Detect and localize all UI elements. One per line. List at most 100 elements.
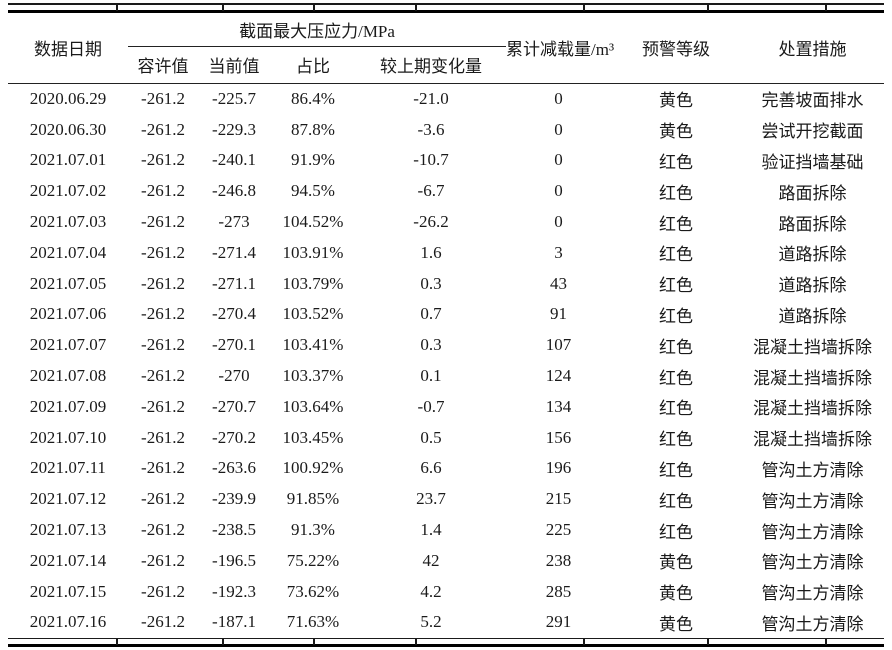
cell-date: 2021.07.02 [29, 181, 107, 201]
cell-ratio: 103.91% [282, 242, 344, 262]
cell-current: -271.4 [212, 242, 256, 262]
cell-measure: 道路拆除 [778, 306, 847, 326]
cell-change: 0.1 [420, 366, 442, 386]
header-allowable: 容许值 [128, 46, 198, 84]
cell-unload: 134 [545, 396, 572, 416]
table-row: 2021.07.15 -261.2 -192.3 73.62% 4.2 285 黄色 管沟土方… [8, 576, 884, 607]
cell-change: 0.3 [420, 273, 442, 293]
cell-date: 2021.07.11 [30, 458, 106, 478]
cell-allowable: -261.2 [141, 273, 185, 293]
cell-current: -270.7 [212, 396, 256, 416]
cell-current: -270.4 [212, 304, 256, 324]
cell-current: -273 [218, 212, 250, 232]
cell-allowable: -261.2 [141, 550, 185, 570]
cell-warning: 红色 [659, 152, 694, 172]
header-change: 较上期变化量 [356, 46, 507, 84]
cell-change: 1.4 [420, 520, 442, 540]
cell-measure: 管沟土方清除 [761, 553, 864, 573]
cell-measure: 路面拆除 [778, 214, 847, 234]
cell-allowable: -261.2 [141, 150, 185, 170]
cell-change: 42 [422, 550, 440, 570]
cell-warning: 红色 [659, 183, 694, 203]
table-row: 2021.07.06 -261.2 -270.4 103.52% 0.7 91 红色 道路拆除 [8, 299, 884, 330]
top-rule-thick [8, 9, 884, 13]
cell-current: -240.1 [212, 150, 256, 170]
cell-change: 0.7 [420, 304, 442, 324]
cell-measure: 路面拆除 [778, 183, 847, 203]
cell-current: -270.1 [212, 335, 256, 355]
cell-warning: 红色 [659, 337, 694, 357]
column-boundary-tick [415, 3, 417, 11]
cell-current: -229.3 [212, 119, 256, 139]
table-row: 2021.07.12 -261.2 -239.9 91.85% 23.7 215 红色 管沟土… [8, 484, 884, 515]
cell-date: 2021.07.04 [29, 242, 107, 262]
bottom-rule-thin [8, 637, 884, 640]
cell-measure: 管沟土方清除 [761, 522, 864, 542]
cell-current: -270 [218, 366, 250, 386]
cell-unload: 0 [554, 150, 563, 170]
cell-unload: 0 [554, 181, 563, 201]
monitoring-data-table: 数据日期 截面最大压应力/MPa 累计减载量/m³ 预警等级 处置措施 容许值 … [8, 12, 885, 638]
cell-ratio: 75.22% [286, 550, 340, 570]
cell-allowable: -261.2 [141, 366, 185, 386]
table-row: 2021.07.03 -261.2 -273 104.52% -26.2 0 红色 路面拆除 [8, 207, 884, 238]
table-row: 2021.07.09 -261.2 -270.7 103.64% -0.7 134 红色 混凝… [8, 391, 884, 422]
cell-ratio: 87.8% [291, 119, 335, 139]
column-boundary-tick [313, 638, 315, 646]
cell-date: 2020.06.30 [29, 119, 107, 139]
cell-measure: 管沟土方清除 [761, 614, 864, 634]
table-row: 2020.06.30 -261.2 -229.3 87.8% -3.6 0 黄色 尝试开挖截面 [8, 114, 884, 145]
cell-date: 2020.06.29 [29, 88, 107, 108]
cell-date: 2021.07.15 [29, 581, 107, 601]
table-row: 2021.07.14 -261.2 -196.5 75.22% 42 238 黄色 管沟土方清… [8, 545, 884, 576]
cell-ratio: 104.52% [282, 212, 344, 232]
cell-change: -21.0 [413, 88, 449, 108]
cell-ratio: 103.64% [282, 396, 344, 416]
cell-change: -3.6 [417, 119, 445, 139]
cell-date: 2021.07.14 [29, 550, 107, 570]
cell-allowable: -261.2 [141, 335, 185, 355]
table-row: 2021.07.05 -261.2 -271.1 103.79% 0.3 43 红色 道路拆除 [8, 268, 884, 299]
table-body: 2020.06.29 -261.2 -225.7 86.4% -21.0 0 黄色 完善坡面排… [8, 83, 884, 638]
header-warning: 预警等级 [611, 12, 742, 84]
column-boundary-tick [222, 3, 224, 11]
cell-allowable: -261.2 [141, 396, 185, 416]
cell-allowable: -261.2 [141, 489, 185, 509]
cell-ratio: 91.85% [286, 489, 340, 509]
bottom-rule-thick [8, 644, 884, 648]
header-ratio: 占比 [270, 46, 356, 84]
cell-measure: 完善坡面排水 [761, 91, 864, 111]
cell-change: 1.6 [420, 242, 442, 262]
cell-change: 0.3 [420, 335, 442, 355]
column-boundary-tick [116, 3, 118, 11]
cell-current: -246.8 [212, 181, 256, 201]
cell-change: 23.7 [416, 489, 446, 509]
cell-current: -270.2 [212, 427, 256, 447]
cell-allowable: -261.2 [141, 119, 185, 139]
cell-current: -192.3 [212, 581, 256, 601]
cell-unload: 285 [545, 581, 572, 601]
cell-ratio: 86.4% [291, 88, 335, 108]
top-rule-thin [8, 3, 884, 5]
cell-ratio: 103.37% [282, 366, 344, 386]
cell-current: -239.9 [212, 489, 256, 509]
cell-change: 6.6 [420, 458, 442, 478]
cell-current: -196.5 [212, 550, 256, 570]
cell-measure: 混凝土挡墙拆除 [753, 399, 873, 419]
cell-unload: 43 [550, 273, 568, 293]
cell-date: 2021.07.03 [29, 212, 107, 232]
cell-ratio: 91.9% [291, 150, 335, 170]
cell-current: -263.6 [212, 458, 256, 478]
cell-warning: 红色 [659, 214, 694, 234]
header-measure: 处置措施 [741, 12, 885, 84]
column-boundary-tick [116, 638, 118, 646]
header-date: 数据日期 [8, 12, 128, 84]
cell-change: -0.7 [417, 396, 445, 416]
cell-allowable: -261.2 [141, 181, 185, 201]
cell-unload: 107 [545, 335, 572, 355]
cell-unload: 3 [554, 242, 563, 262]
cell-ratio: 94.5% [291, 181, 335, 201]
cell-unload: 91 [550, 304, 568, 324]
table-row: 2021.07.02 -261.2 -246.8 94.5% -6.7 0 红色 路面拆除 [8, 176, 884, 207]
cell-warning: 黄色 [659, 91, 694, 111]
